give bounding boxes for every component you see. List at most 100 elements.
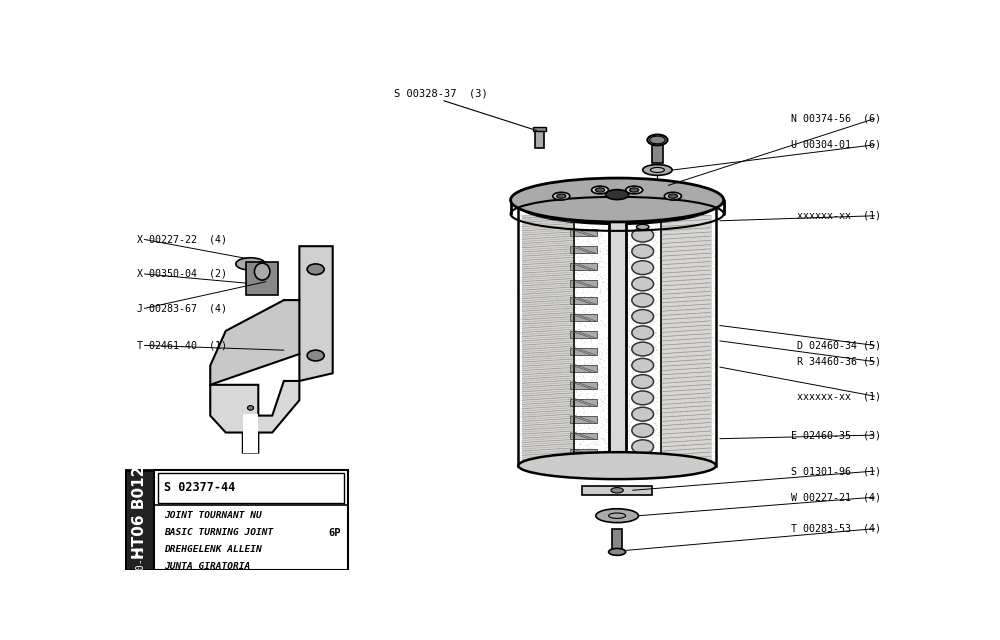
Point [618,227,634,237]
Point [525,300,541,310]
Point [617,332,633,342]
Point [584,264,600,275]
Point [556,287,572,297]
Point [512,317,528,327]
Point [579,393,595,403]
Point [554,229,570,239]
Point [514,447,530,457]
Point [602,310,618,321]
Point [618,280,634,290]
Point [658,445,674,455]
Point [640,253,656,263]
Point [678,225,694,236]
Point [574,300,590,310]
Point [630,380,646,390]
Point [667,377,683,387]
Point [702,417,718,427]
Point [681,336,697,346]
Point [577,256,593,266]
Point [587,419,603,429]
Point [671,371,687,381]
Point [563,368,579,378]
Point [687,384,703,394]
Point [674,440,690,451]
Point [586,228,602,239]
Point [592,440,608,450]
Point [692,342,708,353]
Point [601,353,617,363]
Point [580,264,596,274]
Point [698,222,714,232]
Point [640,452,656,462]
Point [570,262,586,273]
Point [524,405,540,415]
Point [642,403,658,413]
Point [582,312,598,322]
Point [658,244,674,255]
Point [682,270,698,280]
Point [589,384,605,394]
Point [533,254,549,264]
Point [579,401,595,412]
Point [665,419,681,429]
Point [574,400,590,410]
Point [625,370,641,380]
Point [698,433,714,443]
Point [694,273,710,283]
Point [598,279,614,289]
Point [629,422,645,432]
Point [616,328,632,339]
Point [514,231,530,241]
Point [549,295,565,305]
Point [593,216,609,226]
Point [646,380,662,390]
Point [543,375,559,385]
Point [563,241,579,251]
Point [660,356,676,366]
Point [681,417,697,428]
Point [588,326,604,336]
Point [560,200,576,210]
Text: HT06 B012: HT06 B012 [132,465,147,559]
Point [684,460,700,470]
Point [526,298,542,308]
Point [631,282,647,292]
Point [555,354,571,364]
Point [565,310,581,320]
Point [666,340,682,351]
Point [668,232,684,242]
Point [543,456,559,467]
Point [573,250,589,260]
Point [553,236,569,246]
Point [670,419,686,429]
Point [686,335,702,346]
Point [537,341,553,351]
Point [664,237,680,248]
Point [647,235,663,245]
Point [571,225,587,236]
Point [689,296,705,306]
Point [658,316,674,326]
Point [663,271,679,281]
Point [700,419,716,429]
Point [519,357,535,367]
Point [565,232,581,242]
Point [519,393,535,403]
Point [700,296,716,307]
Point [663,266,679,276]
Point [626,371,642,381]
Point [645,250,661,260]
Point [537,287,553,298]
Point [542,205,558,215]
Point [657,374,673,385]
Point [525,310,541,321]
Point [593,235,609,245]
Point [695,347,711,357]
Point [590,212,606,222]
Point [698,342,714,353]
Point [565,304,581,314]
Point [624,347,640,357]
Point [633,336,649,346]
Point [548,374,564,385]
Point [638,369,654,380]
